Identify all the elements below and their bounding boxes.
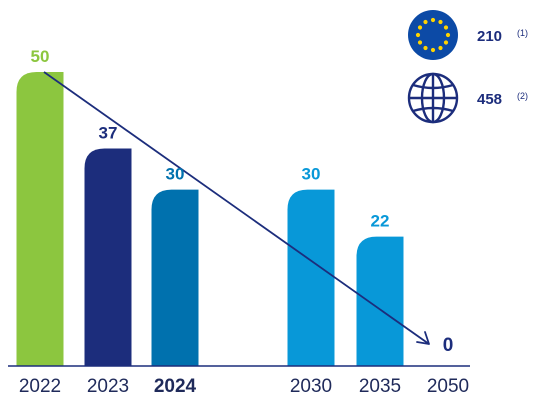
eu-badge-value: 210 xyxy=(477,28,502,45)
bar-2023 xyxy=(84,148,132,366)
eu-flag-icon xyxy=(408,10,458,60)
trend-line xyxy=(43,71,430,345)
x-tick-2030: 2030 xyxy=(290,376,332,397)
globe-badge: 458 (2) xyxy=(407,72,528,124)
eu-badge: 210 (1) xyxy=(408,10,528,60)
x-tick-2035: 2035 xyxy=(359,376,401,397)
eu-star xyxy=(443,40,449,45)
value-labels-layer: 50 37 30 30 22 0 xyxy=(31,47,454,356)
x-tick-2023: 2023 xyxy=(87,376,129,397)
globe-badge-value: 458 xyxy=(477,91,502,108)
bar-2035 xyxy=(356,236,404,366)
trend-arrowhead xyxy=(416,331,430,345)
eu-star xyxy=(423,19,428,25)
eu-star xyxy=(438,19,443,25)
x-tick-2022: 2022 xyxy=(19,376,61,397)
bars-layer xyxy=(16,72,404,366)
globe-badge-note: (2) xyxy=(517,91,528,101)
bar-2024 xyxy=(151,189,199,366)
eu-star xyxy=(417,40,423,45)
eu-star xyxy=(415,32,421,38)
bar-2030 xyxy=(287,189,335,366)
x-tick-labels-layer: 2022 2023 2024 2030 2035 2050 xyxy=(19,376,469,397)
eu-star xyxy=(443,25,449,30)
value-label-2022: 50 xyxy=(31,47,50,66)
value-label-2024: 30 xyxy=(166,165,185,184)
trend-layer xyxy=(43,71,430,345)
eu-badge-note: (1) xyxy=(517,28,528,38)
globe-icon xyxy=(407,72,459,124)
x-tick-2024: 2024 xyxy=(154,376,197,397)
value-label-2035: 22 xyxy=(371,212,390,231)
eu-star xyxy=(430,47,436,53)
value-label-2030: 30 xyxy=(302,165,321,184)
bar-2022 xyxy=(16,72,64,366)
eu-star xyxy=(417,25,423,30)
eu-star xyxy=(430,17,436,23)
value-label-2050: 0 xyxy=(443,335,454,356)
value-label-2023: 37 xyxy=(99,123,118,142)
eu-star xyxy=(423,45,428,51)
eu-star xyxy=(445,32,451,38)
x-tick-2050: 2050 xyxy=(427,376,469,397)
eu-star xyxy=(438,45,443,51)
